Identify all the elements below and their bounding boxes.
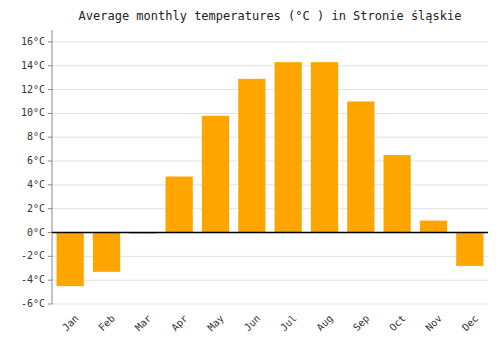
y-tick xyxy=(48,113,52,114)
x-axis: Jan Feb Mar Apr May Jun Jul Aug Sep Oct Nov Dec xyxy=(60,313,480,334)
bar xyxy=(347,101,374,232)
grid-line xyxy=(52,41,488,42)
grid-line xyxy=(52,208,488,209)
y-tick xyxy=(48,161,52,162)
bar xyxy=(456,233,483,266)
y-tick xyxy=(48,256,52,257)
x-tick-label: Mar xyxy=(133,313,154,334)
y-tick xyxy=(48,232,52,233)
y-axis-line xyxy=(52,30,53,304)
bar xyxy=(166,177,193,233)
grid xyxy=(52,42,488,304)
grid-line xyxy=(52,89,488,90)
grid-line xyxy=(52,161,488,162)
bar xyxy=(384,155,411,232)
grid-line xyxy=(52,280,488,281)
y-axis: -6°C -4°C -2°C 0°C 2°C 4°C 6°C 8°C 10°C 12°C 14°C 1… xyxy=(21,30,52,309)
y-tick-label: -6°C xyxy=(21,298,45,309)
chart: -6°C -4°C -2°C 0°C 2°C 4°C 6°C 8°C 10°C 12°C 14°C 1… xyxy=(0,0,500,350)
y-tick xyxy=(48,184,52,185)
y-tick-label: -4°C xyxy=(21,274,45,285)
grid-line xyxy=(52,65,488,66)
y-tick xyxy=(48,89,52,90)
bars xyxy=(57,62,484,286)
y-tick-label: -2°C xyxy=(21,250,45,261)
zero-line xyxy=(52,232,488,234)
bar xyxy=(93,233,120,272)
y-tick-label: 0°C xyxy=(27,227,45,238)
y-tick xyxy=(48,304,52,305)
bar xyxy=(275,62,302,232)
grid-line xyxy=(52,113,488,114)
y-tick xyxy=(48,65,52,66)
y-tick-label: 14°C xyxy=(21,60,45,71)
y-tick xyxy=(48,208,52,209)
x-tick-label: Feb xyxy=(96,313,117,334)
x-tick-label: Apr xyxy=(169,313,190,334)
y-tick-label: 12°C xyxy=(21,84,45,95)
x-tick-label: Dec xyxy=(460,313,481,334)
bar xyxy=(420,221,447,233)
y-tick xyxy=(48,41,52,42)
x-tick-label: Jun xyxy=(242,313,263,334)
bar xyxy=(238,79,265,233)
y-tick-label: 6°C xyxy=(27,155,45,166)
grid-line xyxy=(52,304,488,305)
x-tick-label: Jan xyxy=(60,313,81,334)
y-tick xyxy=(48,280,52,281)
bar xyxy=(311,62,338,232)
grid-line xyxy=(52,184,488,185)
grid-line xyxy=(52,137,488,138)
y-tick-label: 16°C xyxy=(21,36,45,47)
bar xyxy=(57,233,84,287)
x-tick-label: Oct xyxy=(387,313,408,334)
y-tick-label: 2°C xyxy=(27,203,45,214)
bar xyxy=(202,116,229,233)
y-tick xyxy=(48,137,52,138)
y-tick-label: 10°C xyxy=(21,107,45,118)
x-tick-label: Sep xyxy=(351,313,372,334)
y-tick-label: 4°C xyxy=(27,179,45,190)
x-tick-label: Aug xyxy=(314,313,335,334)
x-tick-label: Jul xyxy=(278,313,299,334)
y-tick-label: 8°C xyxy=(27,131,45,142)
x-tick-label: Nov xyxy=(423,313,444,334)
title: Average monthly temperatures (°C ) in St… xyxy=(79,9,462,23)
x-tick-label: May xyxy=(205,313,226,334)
grid-line xyxy=(52,232,488,233)
